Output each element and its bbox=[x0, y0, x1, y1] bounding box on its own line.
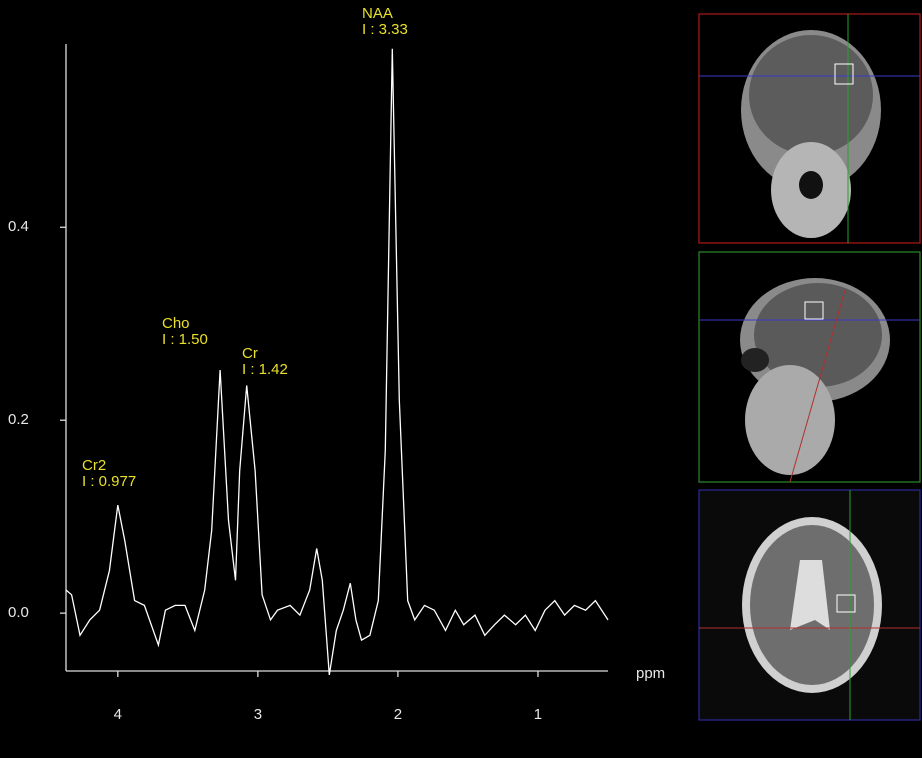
screen: 0.0 0.2 0.4 4 3 2 1 ppm NAAI : 3.33 ChoI : 1.50 Cr… bbox=[0, 0, 922, 758]
peak-integral: I : 3.33 bbox=[362, 21, 408, 38]
x-tick-label: 2 bbox=[394, 706, 402, 723]
coronal-panel bbox=[699, 14, 920, 243]
peak-name: Cr2 bbox=[82, 457, 106, 474]
y-tick-label: 0.2 bbox=[8, 411, 29, 428]
y-tick-label: 0.0 bbox=[8, 604, 29, 621]
x-axis-label: ppm bbox=[636, 665, 665, 682]
mri-panels bbox=[699, 14, 920, 720]
x-tick-label: 1 bbox=[534, 706, 542, 723]
x-tick-label: 4 bbox=[114, 706, 122, 723]
y-tick-label: 0.4 bbox=[8, 218, 29, 235]
peak-integral: I : 1.50 bbox=[162, 331, 208, 348]
peak-name: Cr bbox=[242, 345, 258, 362]
axial-panel bbox=[699, 490, 920, 720]
peak-name: NAA bbox=[362, 5, 393, 22]
peak-integral: I : 1.42 bbox=[242, 361, 288, 378]
peak-integral: I : 0.977 bbox=[82, 473, 136, 490]
peak-name: Cho bbox=[162, 315, 190, 332]
sagittal-panel bbox=[699, 252, 920, 482]
spectrum-line bbox=[66, 49, 608, 675]
x-tick-label: 3 bbox=[254, 706, 262, 723]
page: {"chart_data": {"type": "line", "xlabel"… bbox=[0, 0, 922, 758]
